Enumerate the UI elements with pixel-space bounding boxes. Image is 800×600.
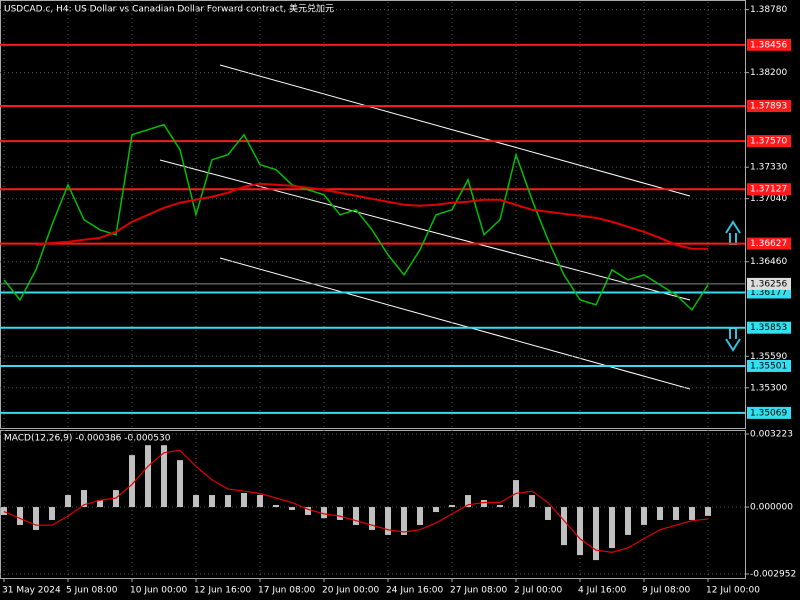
level-label: 1.35501	[750, 361, 787, 371]
macd-bar	[625, 507, 631, 535]
y-tick-label: -0.002952	[750, 569, 796, 579]
x-tick-label: 12 Jun 16:00	[194, 586, 251, 596]
macd-bar	[1, 507, 7, 515]
chart-title: USDCAD.c, H4: US Dollar vs Canadian Doll…	[4, 3, 334, 15]
level-label-box	[747, 321, 791, 334]
macd-bar	[705, 507, 711, 516]
price-line	[3, 123, 709, 312]
x-tick-label: 12 Jul 00:00	[706, 586, 760, 596]
level-label-box	[747, 38, 791, 51]
y-tick-label: 1.37330	[750, 163, 787, 173]
x-tick-label: 9 Jul 08:00	[642, 586, 691, 596]
layout	[0, 0, 746, 579]
x-tick-label: 5 Jun 08:00	[66, 586, 118, 596]
macd-bar	[593, 507, 599, 561]
channel-lower	[219, 257, 691, 390]
macd-title: MACD(12,26,9) -0.000386 -0.000530	[4, 434, 171, 444]
level-label: 1.35069	[750, 408, 787, 418]
macd-bar	[433, 507, 439, 513]
y-tick-label: 0.000000	[750, 503, 793, 513]
macd-bar	[481, 500, 487, 508]
y-tick-label: 1.38200	[750, 68, 787, 78]
macd-bar	[17, 507, 23, 525]
macd-bar	[689, 507, 695, 520]
level-label: 1.37570	[750, 137, 787, 147]
macd-bar	[641, 507, 647, 525]
level-label-box	[747, 406, 791, 419]
macd-bar	[161, 445, 167, 508]
level-label-box	[747, 135, 791, 148]
macd-bar	[657, 507, 663, 520]
macd-bar	[417, 507, 423, 525]
level-label-box	[747, 100, 791, 113]
level-label-box	[747, 183, 791, 196]
macd-bar	[337, 507, 343, 520]
macd-bar	[385, 507, 391, 535]
macd-bar	[145, 445, 151, 508]
macd-bar	[353, 507, 359, 525]
macd-bar	[193, 495, 199, 508]
y-tick-label: 1.36460	[750, 257, 787, 267]
macd-bar	[129, 455, 135, 508]
macd-bar	[289, 507, 295, 511]
macd-bar	[321, 507, 327, 519]
macd-bar	[497, 505, 503, 508]
macd-bar	[401, 507, 407, 535]
x-tick-label: 2 Jul 00:00	[514, 586, 563, 596]
macd-bar	[241, 493, 247, 508]
x-tick-label: 10 Jun 00:00	[130, 586, 187, 596]
y-tick-label: 1.35300	[750, 383, 787, 393]
x-tick-label: 4 Jul 16:00	[578, 586, 627, 596]
level-label: 1.37893	[750, 102, 787, 112]
level-label: 1.36627	[750, 239, 787, 249]
level-label-box	[747, 237, 791, 250]
macd-bar	[65, 495, 71, 508]
channel-upper	[219, 64, 691, 197]
level-label: 1.37127	[750, 185, 787, 195]
x-tick-label: 27 Jun 08:00	[450, 586, 507, 596]
macd-bar	[209, 495, 215, 508]
macd-bar	[225, 495, 231, 508]
last-price-label: 1.36256	[750, 279, 787, 289]
macd-bar	[449, 505, 455, 508]
price-frame	[0, 0, 746, 429]
macd-bar	[305, 507, 311, 515]
macd-bar	[81, 490, 87, 508]
level-label: 1.36177	[750, 288, 787, 298]
price-line	[35, 182, 708, 250]
macd-bar	[545, 507, 551, 520]
macd-bar	[529, 495, 535, 508]
level-label-box	[747, 359, 791, 372]
macd-bar	[257, 495, 263, 508]
y-tick-label: 1.38780	[750, 5, 787, 15]
signal-line	[3, 449, 709, 554]
last-price-box	[747, 277, 791, 290]
macd-bar	[369, 507, 375, 530]
y-tick-label: 1.35590	[750, 352, 787, 362]
x-tick-label: 17 Jun 08:00	[258, 586, 315, 596]
macd-bar	[609, 507, 615, 549]
macd-bar	[673, 507, 679, 520]
macd-bar	[273, 505, 279, 508]
macd-bar	[577, 507, 583, 556]
channel-middle	[159, 159, 691, 301]
macd-frame	[0, 430, 746, 579]
macd-bar	[177, 460, 183, 508]
macd-bar	[97, 500, 103, 508]
x-tick-label: 31 May 2024	[2, 586, 61, 596]
macd-bar	[561, 507, 567, 546]
macd-bar	[465, 495, 471, 508]
level-label: 1.38456	[750, 40, 787, 50]
level-label: 1.35853	[750, 323, 787, 333]
y-tick-label: 0.003223	[750, 430, 793, 440]
x-tick-label: 20 Jun 00:00	[322, 586, 379, 596]
y-tick-label: 1.37040	[750, 194, 787, 204]
macd-bar	[49, 507, 55, 520]
macd-bar	[33, 507, 39, 530]
x-tick-label: 24 Jun 16:00	[386, 586, 443, 596]
